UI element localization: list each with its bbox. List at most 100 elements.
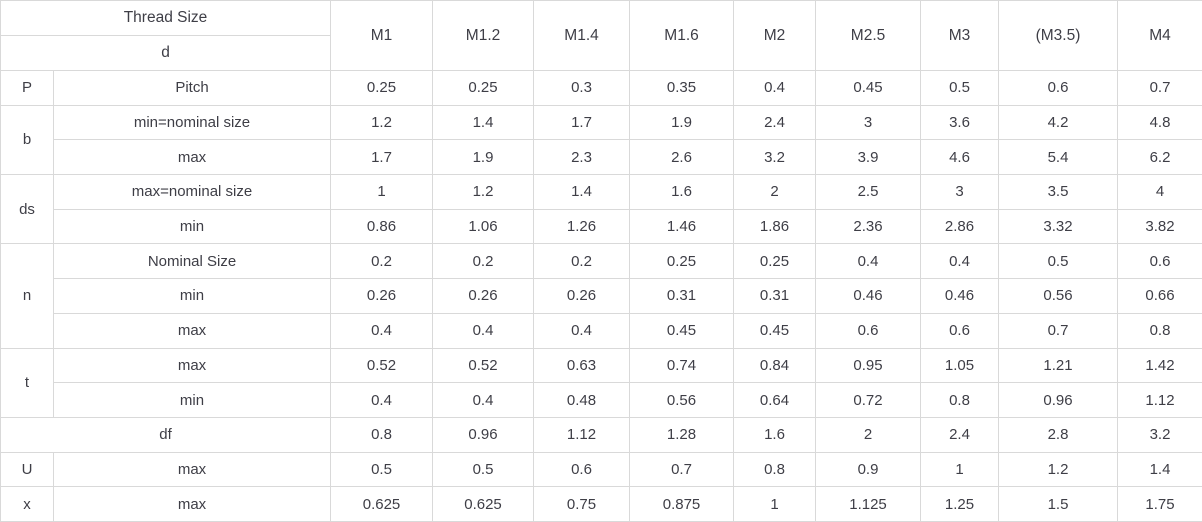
value-cell: 1.05 xyxy=(920,347,1000,384)
value-cell: 0.48 xyxy=(533,382,631,418)
value-cell: 0.25 xyxy=(629,243,735,280)
value-cell: 1 xyxy=(733,486,817,522)
table-row: df 0.8 0.96 1.12 1.28 1.6 2 2.4 2.8 3.2 xyxy=(0,416,1202,453)
value-cell: 0.625 xyxy=(432,486,535,522)
column-header: M4 xyxy=(1117,0,1202,71)
value-cell: 1.21 xyxy=(998,347,1119,384)
value-cell: 0.2 xyxy=(330,243,434,280)
value-cell: 0.26 xyxy=(330,278,434,314)
value-cell: 0.6 xyxy=(815,312,922,349)
value-cell: 0.56 xyxy=(998,278,1119,314)
row-label-cell: max=nominal size xyxy=(52,174,332,210)
value-cell: 0.4 xyxy=(815,243,922,280)
table-row: min 0.4 0.4 0.48 0.56 0.64 0.72 0.8 0.96 1.12 xyxy=(1,382,1202,418)
value-cell: 0.6 xyxy=(998,70,1119,106)
corner-cell-d: d xyxy=(0,35,332,71)
row-label-cell: Pitch xyxy=(52,70,332,106)
value-cell: 0.3 xyxy=(533,70,631,106)
value-cell: 0.64 xyxy=(733,382,817,418)
table-head: Thread Size M1 M1.2 M1.4 M1.6 M2 M2.5 M3 (M3.5) M… xyxy=(0,0,1202,71)
value-cell: 0.96 xyxy=(432,416,535,453)
value-cell: 0.625 xyxy=(330,486,434,522)
value-cell: 0.25 xyxy=(733,243,817,280)
value-cell: 0.74 xyxy=(629,347,735,384)
value-cell: 0.8 xyxy=(733,451,817,488)
column-header: M2.5 xyxy=(815,0,922,71)
row-label-cell: min xyxy=(52,208,332,245)
table-row: min 0.86 1.06 1.26 1.46 1.86 2.36 2.86 3.32 3.82 xyxy=(1,208,1202,245)
value-cell: 1.2 xyxy=(432,174,535,210)
value-cell: 0.25 xyxy=(432,70,535,106)
value-cell: 0.66 xyxy=(1117,278,1202,314)
value-cell: 2 xyxy=(733,174,817,210)
value-cell: 1.4 xyxy=(432,104,535,141)
column-header: M1.4 xyxy=(533,0,631,71)
value-cell: 0.84 xyxy=(733,347,817,384)
column-header: M1.6 xyxy=(629,0,735,71)
column-header: M3 xyxy=(920,0,1000,71)
symbol-cell: P xyxy=(0,70,54,106)
value-cell: 3.6 xyxy=(920,104,1000,141)
value-cell: 2.4 xyxy=(733,104,817,141)
value-cell: 0.31 xyxy=(733,278,817,314)
value-cell: 4.2 xyxy=(998,104,1119,141)
value-cell: 3.2 xyxy=(733,139,817,176)
value-cell: 0.5 xyxy=(432,451,535,488)
value-cell: 0.4 xyxy=(330,382,434,418)
value-cell: 1.26 xyxy=(533,208,631,245)
table-row: max 0.4 0.4 0.4 0.45 0.45 0.6 0.6 0.7 0.8 xyxy=(1,312,1202,349)
value-cell: 0.7 xyxy=(629,451,735,488)
value-cell: 0.4 xyxy=(330,312,434,349)
value-cell: 1 xyxy=(330,174,434,210)
value-cell: 0.56 xyxy=(629,382,735,418)
value-cell: 0.7 xyxy=(1117,70,1202,106)
row-label-cell: max xyxy=(52,451,332,488)
value-cell: 1.6 xyxy=(733,416,817,453)
value-cell: 1.2 xyxy=(330,104,434,141)
row-label-cell: min=nominal size xyxy=(52,104,332,141)
value-cell: 0.46 xyxy=(815,278,922,314)
value-cell: 1.46 xyxy=(629,208,735,245)
value-cell: 0.6 xyxy=(1117,243,1202,280)
value-cell: 2.3 xyxy=(533,139,631,176)
column-header: M1.2 xyxy=(432,0,535,71)
value-cell: 0.52 xyxy=(330,347,434,384)
value-cell: 1.25 xyxy=(920,486,1000,522)
row-label-cell: max xyxy=(52,312,332,349)
value-cell: 1.28 xyxy=(629,416,735,453)
value-cell: 3 xyxy=(920,174,1000,210)
value-cell: 3.2 xyxy=(1117,416,1202,453)
row-label-cell: max xyxy=(52,139,332,176)
value-cell: 1.42 xyxy=(1117,347,1202,384)
value-cell: 1.75 xyxy=(1117,486,1202,522)
header-row-d: d xyxy=(0,35,1202,71)
value-cell: 1.06 xyxy=(432,208,535,245)
value-cell: 3.82 xyxy=(1117,208,1202,245)
value-cell: 0.2 xyxy=(432,243,535,280)
value-cell: 0.63 xyxy=(533,347,631,384)
value-cell: 0.26 xyxy=(533,278,631,314)
value-cell: 0.4 xyxy=(432,382,535,418)
symbol-cell: x xyxy=(0,486,54,522)
row-label-cell: df xyxy=(0,416,332,453)
table-row: P Pitch 0.25 0.25 0.3 0.35 0.4 0.45 0.5 0.6 0.7 xyxy=(0,70,1202,106)
value-cell: 3.5 xyxy=(998,174,1119,210)
value-cell: 0.4 xyxy=(533,312,631,349)
value-cell: 4 xyxy=(1117,174,1202,210)
symbol-cell: b xyxy=(0,104,54,176)
value-cell: 0.8 xyxy=(330,416,434,453)
value-cell: 0.2 xyxy=(533,243,631,280)
value-cell: 0.6 xyxy=(533,451,631,488)
value-cell: 1.6 xyxy=(629,174,735,210)
value-cell: 3.9 xyxy=(815,139,922,176)
value-cell: 4.8 xyxy=(1117,104,1202,141)
table-row: min 0.26 0.26 0.26 0.31 0.31 0.46 0.46 0.56 0.66 xyxy=(1,278,1202,314)
value-cell: 2.8 xyxy=(998,416,1119,453)
symbol-cell: ds xyxy=(0,174,54,245)
symbol-cell: U xyxy=(0,451,54,488)
value-cell: 1.2 xyxy=(998,451,1119,488)
value-cell: 0.96 xyxy=(998,382,1119,418)
value-cell: 1.5 xyxy=(998,486,1119,522)
